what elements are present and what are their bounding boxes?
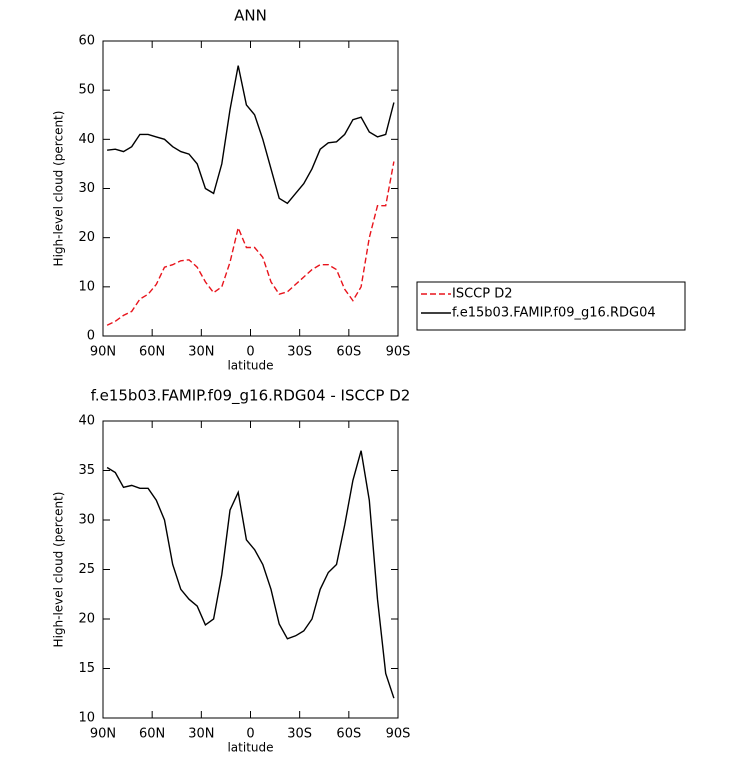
data-line [107,65,395,205]
legend-label: f.e15b03.FAMIP.f09_g16.RDG04 [452,306,656,321]
y-tick-label: 10 [78,279,95,294]
x-tick-label: 60S [336,727,361,742]
y-tick-label: 40 [78,414,95,429]
y-tick-label: 60 [78,34,95,49]
x-tick-label: 30N [188,727,214,742]
x-tick-label: 30S [287,345,312,360]
x-axis-label: latitude [227,359,273,373]
x-tick-label: 30S [287,727,312,742]
x-tick-label: 90N [90,727,116,742]
y-tick-label: 20 [78,612,95,627]
legend-frame [416,281,686,331]
x-tick-label: 0 [246,727,254,742]
x-tick-label: 90S [386,345,411,360]
chart-title: ANN [234,7,267,25]
x-tick-label: 90S [386,727,411,742]
y-tick-label: 35 [78,463,95,478]
x-tick-label: 0 [246,345,254,360]
y-tick-label: 15 [78,661,95,676]
x-tick-label: 90N [90,345,116,360]
legend-label: ISCCP D2 [452,287,513,302]
plot-frame [102,420,399,719]
y-tick-label: 30 [78,181,95,196]
x-tick-label: 60N [139,727,165,742]
x-tick-label: 60S [336,345,361,360]
y-axis-label: High-level cloud (percent) [52,492,66,648]
plot: f.e15b03.FAMIP.f09_g16.RDG04 - ISCCP D2 9… [52,387,411,755]
y-tick-label: 20 [78,230,95,245]
y-tick-label: 25 [78,562,95,577]
x-tick-label: 30N [188,345,214,360]
chart-title: f.e15b03.FAMIP.f09_g16.RDG04 - ISCCP D2 [91,387,411,406]
y-tick-label: 10 [78,711,95,726]
data-line [106,450,395,699]
x-tick-label: 60N [139,345,165,360]
y-tick-label: 40 [78,132,95,147]
y-tick-label: 50 [78,83,95,98]
plot-frame [102,40,399,337]
y-tick-label: 0 [87,329,95,344]
y-axis-label: High-level cloud (percent) [52,111,66,267]
data-line [106,161,395,326]
x-axis-label: latitude [227,741,273,755]
plot: ANN 90N 60N 30N 0 30S 60S 90S 0 10 20 30 40 50 60 latit… [52,7,686,373]
y-tick-label: 30 [78,513,95,528]
